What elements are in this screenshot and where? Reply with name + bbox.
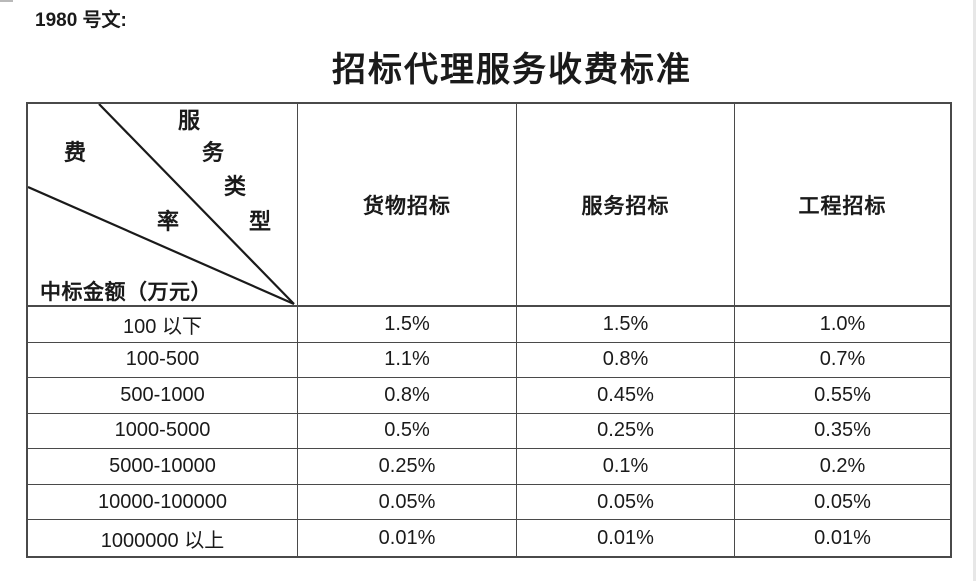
- fee-cell: 0.25%: [298, 449, 517, 485]
- corner-service-type-char: 类: [224, 174, 247, 199]
- fee-cell: 0.01%: [298, 520, 517, 556]
- fee-cell: 0.05%: [735, 485, 950, 521]
- fee-cell: 0.8%: [517, 342, 735, 379]
- row-label: 1000-5000: [28, 413, 298, 450]
- corner-service-type-char: 服: [178, 108, 201, 133]
- row-label: 100-500: [28, 342, 298, 379]
- page-edge: [973, 0, 976, 581]
- corner-fee-rate-char: 率: [157, 209, 180, 234]
- corner-amount-label: 中标金额（万元）: [40, 280, 212, 304]
- row-label: 100 以下: [28, 307, 298, 343]
- column-header-goods-bidding: 货物招标: [298, 104, 517, 307]
- edge-artifact: [0, 0, 13, 2]
- fee-cell: 0.55%: [735, 378, 950, 414]
- fee-cell: 0.8%: [298, 378, 517, 414]
- column-header-service-bidding: 服务招标: [517, 104, 735, 307]
- corner-service-type-char: 务: [202, 140, 225, 165]
- row-label: 1000000 以上: [28, 520, 298, 556]
- fee-cell: 0.05%: [517, 484, 735, 521]
- fee-cell: 1.0%: [735, 307, 950, 343]
- row-label: 500-1000: [28, 378, 298, 414]
- diagonal-divider-lines: [28, 104, 295, 305]
- corner-fee-rate-char: 费: [64, 140, 87, 165]
- doc-number-label: 1980 号文:: [35, 10, 127, 31]
- corner-service-type-char: 型: [249, 209, 272, 234]
- fee-cell: 0.5%: [298, 413, 517, 450]
- fee-cell: 1.5%: [517, 307, 735, 343]
- fee-cell: 0.1%: [517, 449, 735, 485]
- fee-cell: 0.7%: [735, 343, 950, 379]
- fee-cell: 0.45%: [517, 378, 735, 414]
- fee-cell: 0.01%: [517, 520, 735, 556]
- fee-cell: 0.35%: [735, 414, 950, 450]
- fee-cell: 1.1%: [298, 342, 517, 379]
- page-title: 招标代理服务收费标准: [332, 52, 692, 89]
- fee-cell: 0.01%: [814, 526, 871, 549]
- fee-cell: 1.5%: [298, 307, 517, 343]
- fee-cell: 0.05%: [298, 484, 517, 521]
- fee-cell: 0.25%: [517, 413, 735, 450]
- fee-cell: 0.2%: [735, 449, 950, 485]
- fee-standard-table: 服 务 类 型 费 率 中标金额（万元） 货物招标 服务招标 工程招标 100 …: [26, 102, 952, 558]
- row-label: 5000-10000: [28, 449, 298, 485]
- column-header-engineering-bidding: 工程招标: [735, 104, 950, 307]
- table-corner-cell: 服 务 类 型 费 率 中标金额（万元）: [28, 104, 298, 307]
- row-label: 10000-100000: [28, 484, 298, 521]
